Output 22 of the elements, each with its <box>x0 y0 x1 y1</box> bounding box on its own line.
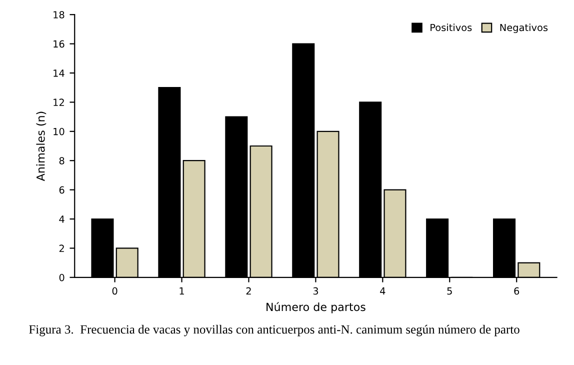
legend-label: Negativos <box>500 24 548 34</box>
x-tick-label: 3 <box>313 287 318 295</box>
y-tick-label: 0 <box>59 274 64 282</box>
y-tick-label: 6 <box>59 186 64 194</box>
legend-label: Positivos <box>430 24 472 32</box>
y-tick-label: 18 <box>54 11 64 18</box>
y-axis-title: Animales (n) <box>36 112 46 182</box>
y-tick-label: 10 <box>54 128 64 136</box>
x-tick-label: 1 <box>180 287 184 295</box>
x-tick-label: 0 <box>112 287 118 295</box>
x-tick-label: 2 <box>246 287 251 295</box>
x-tick-label: 6 <box>514 287 520 295</box>
y-tick-label: 4 <box>59 216 64 223</box>
y-tick-label: 14 <box>54 70 64 77</box>
y-tick-label: 12 <box>54 98 64 106</box>
text: Figura 3. Frecuencia de vacas y novillas con anticuerpos anti-N. canimum según número de parto <box>29 324 520 336</box>
y-tick-label: 8 <box>59 157 64 164</box>
x-tick-label: 5 <box>447 287 452 295</box>
y-tick-label: 16 <box>54 40 64 48</box>
y-tick-label: 2 <box>59 244 64 252</box>
x-tick-label: 4 <box>380 287 386 295</box>
x-axis-title: Número de partos <box>266 302 366 314</box>
